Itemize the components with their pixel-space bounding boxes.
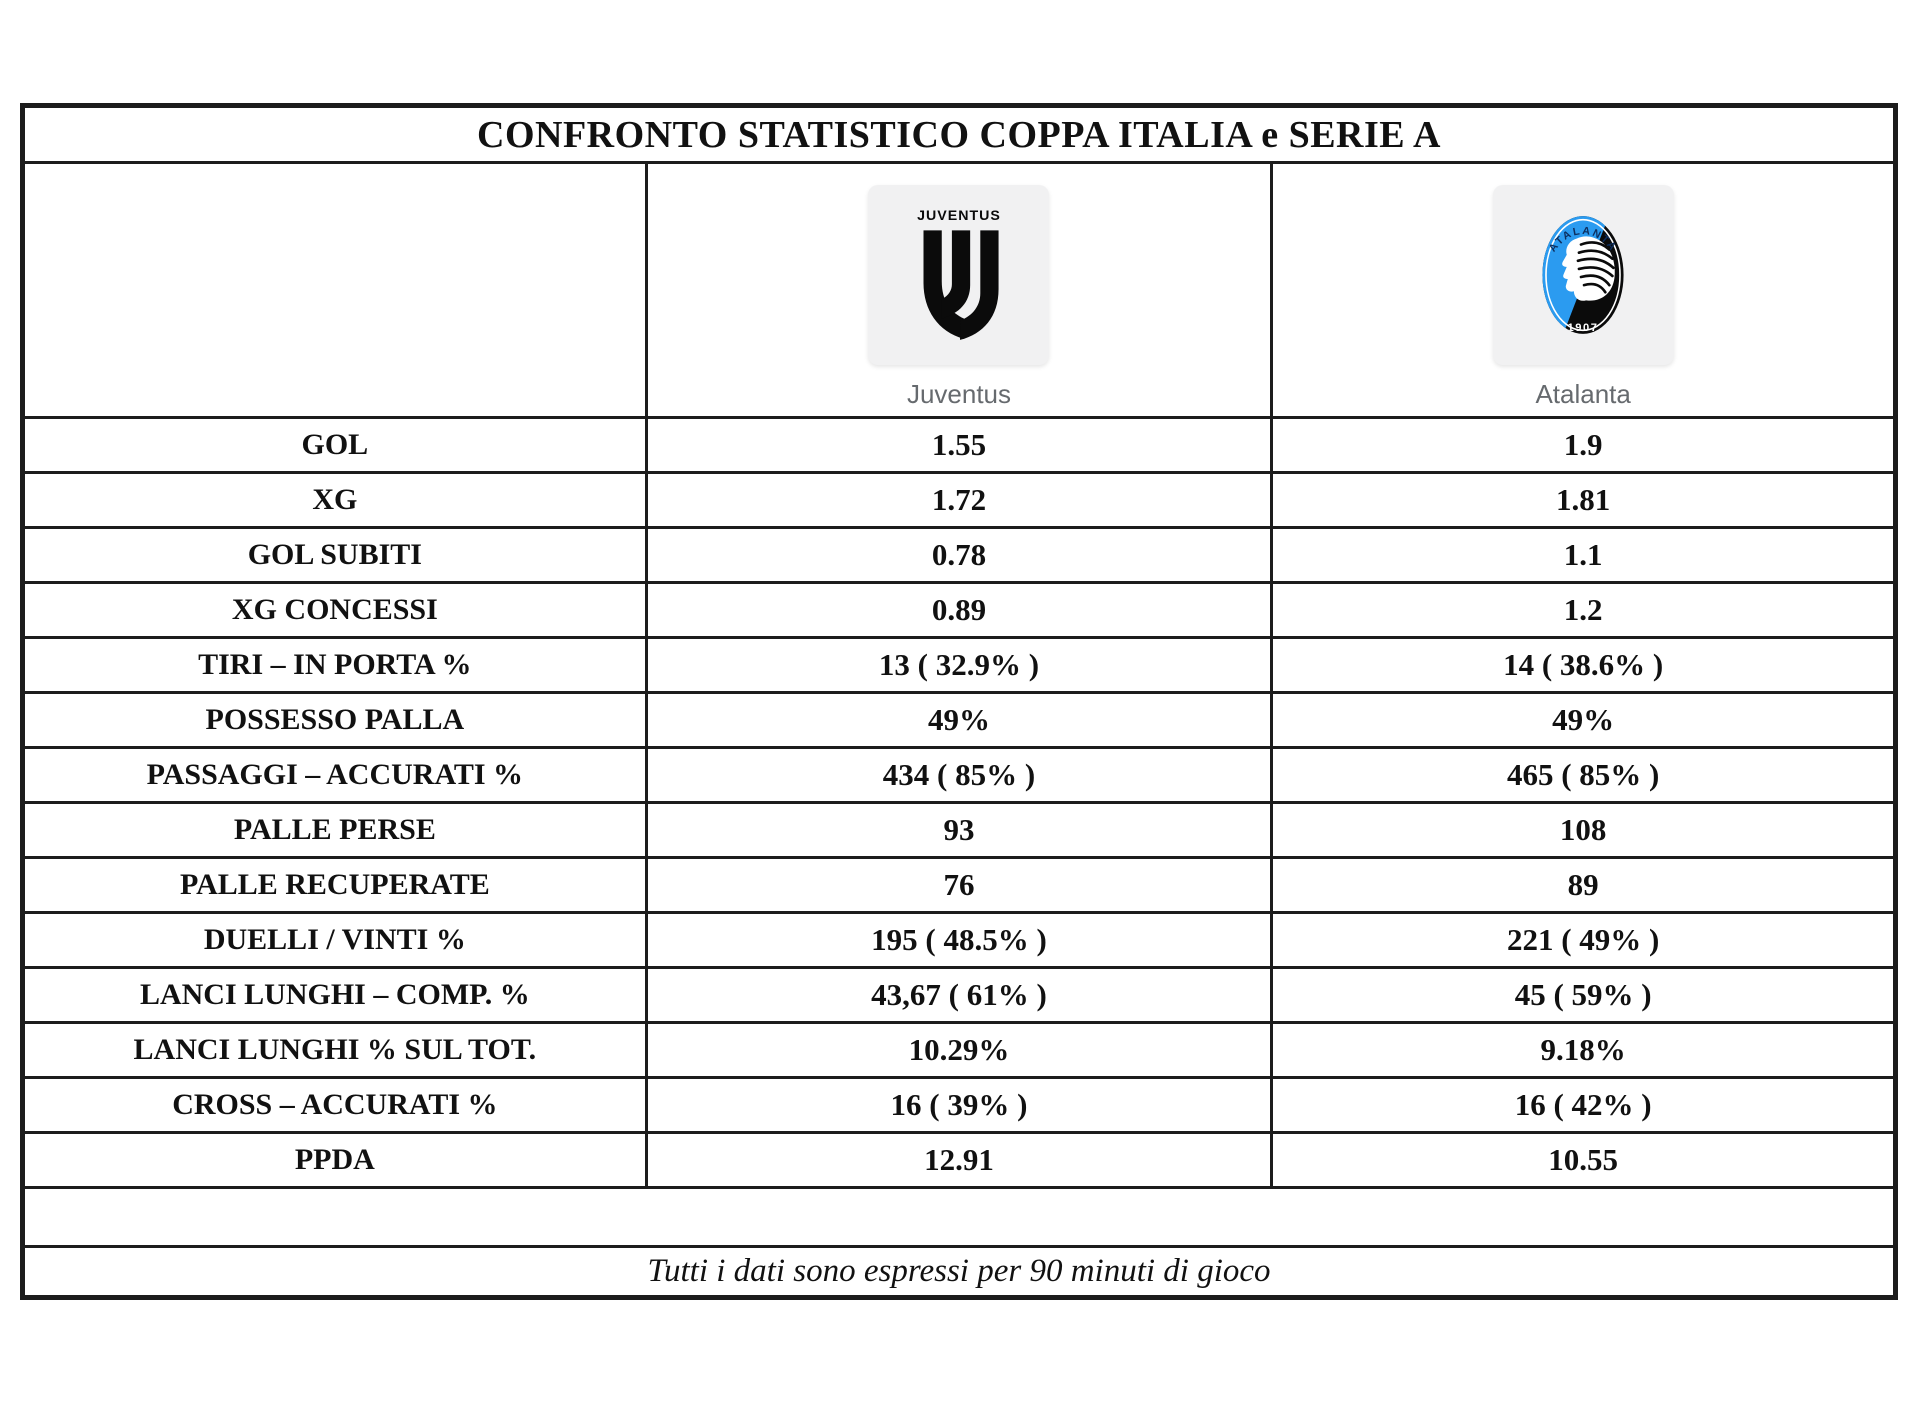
juventus-logo-icon: JUVENTUS bbox=[917, 208, 1001, 340]
footer-note: Tutti i dati sono espressi per 90 minuti… bbox=[21, 1245, 1897, 1299]
juventus-value: 434 ( 85% ) bbox=[644, 746, 1274, 804]
juventus-team-name: Juventus bbox=[906, 378, 1012, 409]
stat-label: CROSS – ACCURATI % bbox=[21, 1076, 648, 1134]
juventus-value: 13 ( 32.9% ) bbox=[644, 636, 1274, 694]
juventus-value: 0.89 bbox=[644, 581, 1274, 639]
juventus-value: 49% bbox=[644, 691, 1274, 749]
table-row: PASSAGGI – ACCURATI % 434 ( 85% ) 465 ( … bbox=[21, 746, 1897, 804]
atalanta-value: 89 bbox=[1270, 856, 1897, 914]
atalanta-header-cell: ATALANTA 1907 Atalanta bbox=[1270, 161, 1897, 419]
table-row: GOL SUBITI 0.78 1.1 bbox=[21, 526, 1897, 584]
stats-table: CONFRONTO STATISTICO COPPA ITALIA e SERI… bbox=[20, 103, 1898, 1300]
atalanta-value: 16 ( 42% ) bbox=[1270, 1076, 1897, 1134]
stat-label: PPDA bbox=[21, 1131, 648, 1189]
juventus-value: 12.91 bbox=[644, 1131, 1274, 1189]
spacer-cell bbox=[21, 1186, 1897, 1248]
table-row: TIRI – IN PORTA % 13 ( 32.9% ) 14 ( 38.6… bbox=[21, 636, 1897, 694]
stat-label: PASSAGGI – ACCURATI % bbox=[21, 746, 648, 804]
atalanta-value: 10.55 bbox=[1270, 1131, 1897, 1189]
stat-label: GOL SUBITI bbox=[21, 526, 648, 584]
juventus-value: 1.55 bbox=[644, 416, 1274, 474]
atalanta-value: 1.9 bbox=[1270, 416, 1897, 474]
stat-label: DUELLI / VINTI % bbox=[21, 911, 648, 969]
table-row: PPDA 12.91 10.55 bbox=[21, 1131, 1897, 1189]
stat-label: PALLE PERSE bbox=[21, 801, 648, 859]
juventus-value: 1.72 bbox=[644, 471, 1274, 529]
title-row: CONFRONTO STATISTICO COPPA ITALIA e SERI… bbox=[21, 104, 1897, 164]
juventus-value: 93 bbox=[644, 801, 1274, 859]
stat-label: TIRI – IN PORTA % bbox=[21, 636, 648, 694]
table-row: POSSESSO PALLA 49% 49% bbox=[21, 691, 1897, 749]
table-row: XG 1.72 1.81 bbox=[21, 471, 1897, 529]
footer-row: Tutti i dati sono espressi per 90 minuti… bbox=[21, 1245, 1897, 1299]
stat-label: LANCI LUNGHI % SUL TOT. bbox=[21, 1021, 648, 1079]
logo-row: JUVENTUS Juventus bbox=[21, 161, 1897, 419]
juventus-value: 0.78 bbox=[644, 526, 1274, 584]
atalanta-value: 14 ( 38.6% ) bbox=[1270, 636, 1897, 694]
juventus-value: 195 ( 48.5% ) bbox=[644, 911, 1274, 969]
stat-label: LANCI LUNGHI – COMP. % bbox=[21, 966, 648, 1024]
atalanta-value: 1.81 bbox=[1270, 471, 1897, 529]
table-row: GOL 1.55 1.9 bbox=[21, 416, 1897, 474]
table-row: LANCI LUNGHI – COMP. % 43,67 ( 61% ) 45 … bbox=[21, 966, 1897, 1024]
page-title: CONFRONTO STATISTICO COPPA ITALIA e SERI… bbox=[21, 104, 1897, 164]
table-row: PALLE PERSE 93 108 bbox=[21, 801, 1897, 859]
atalanta-value: 465 ( 85% ) bbox=[1270, 746, 1897, 804]
atalanta-value: 1.1 bbox=[1270, 526, 1897, 584]
juventus-wordmark: JUVENTUS bbox=[917, 208, 1001, 224]
atalanta-crest-year-text: 1907 bbox=[1568, 321, 1599, 333]
table-row: CROSS – ACCURATI % 16 ( 39% ) 16 ( 42% ) bbox=[21, 1076, 1897, 1134]
atalanta-value: 1.2 bbox=[1270, 581, 1897, 639]
stat-label: POSSESSO PALLA bbox=[21, 691, 648, 749]
table-row: LANCI LUNGHI % SUL TOT. 10.29% 9.18% bbox=[21, 1021, 1897, 1079]
table-row: DUELLI / VINTI % 195 ( 48.5% ) 221 ( 49%… bbox=[21, 911, 1897, 969]
atalanta-logo-icon: ATALANTA 1907 bbox=[1542, 215, 1624, 334]
atalanta-value: 9.18% bbox=[1270, 1021, 1897, 1079]
atalanta-value: 45 ( 59% ) bbox=[1270, 966, 1897, 1024]
atalanta-value: 221 ( 49% ) bbox=[1270, 911, 1897, 969]
atalanta-value: 108 bbox=[1270, 801, 1897, 859]
spacer-row bbox=[21, 1186, 1897, 1248]
juventus-logo-card: JUVENTUS bbox=[868, 184, 1050, 365]
atalanta-logo-card: ATALANTA 1907 bbox=[1492, 184, 1674, 365]
logo-row-empty-cell bbox=[21, 161, 648, 419]
stat-label: GOL bbox=[21, 416, 648, 474]
juventus-header-cell: JUVENTUS Juventus bbox=[644, 161, 1274, 419]
atalanta-team-name: Atalanta bbox=[1535, 378, 1631, 409]
juventus-value: 43,67 ( 61% ) bbox=[644, 966, 1274, 1024]
table-row: XG CONCESSI 0.89 1.2 bbox=[21, 581, 1897, 639]
juventus-value: 76 bbox=[644, 856, 1274, 914]
juventus-value: 16 ( 39% ) bbox=[644, 1076, 1274, 1134]
stat-label: XG bbox=[21, 471, 648, 529]
juventus-value: 10.29% bbox=[644, 1021, 1274, 1079]
atalanta-value: 49% bbox=[1270, 691, 1897, 749]
stat-label: PALLE RECUPERATE bbox=[21, 856, 648, 914]
table-row: PALLE RECUPERATE 76 89 bbox=[21, 856, 1897, 914]
stat-label: XG CONCESSI bbox=[21, 581, 648, 639]
